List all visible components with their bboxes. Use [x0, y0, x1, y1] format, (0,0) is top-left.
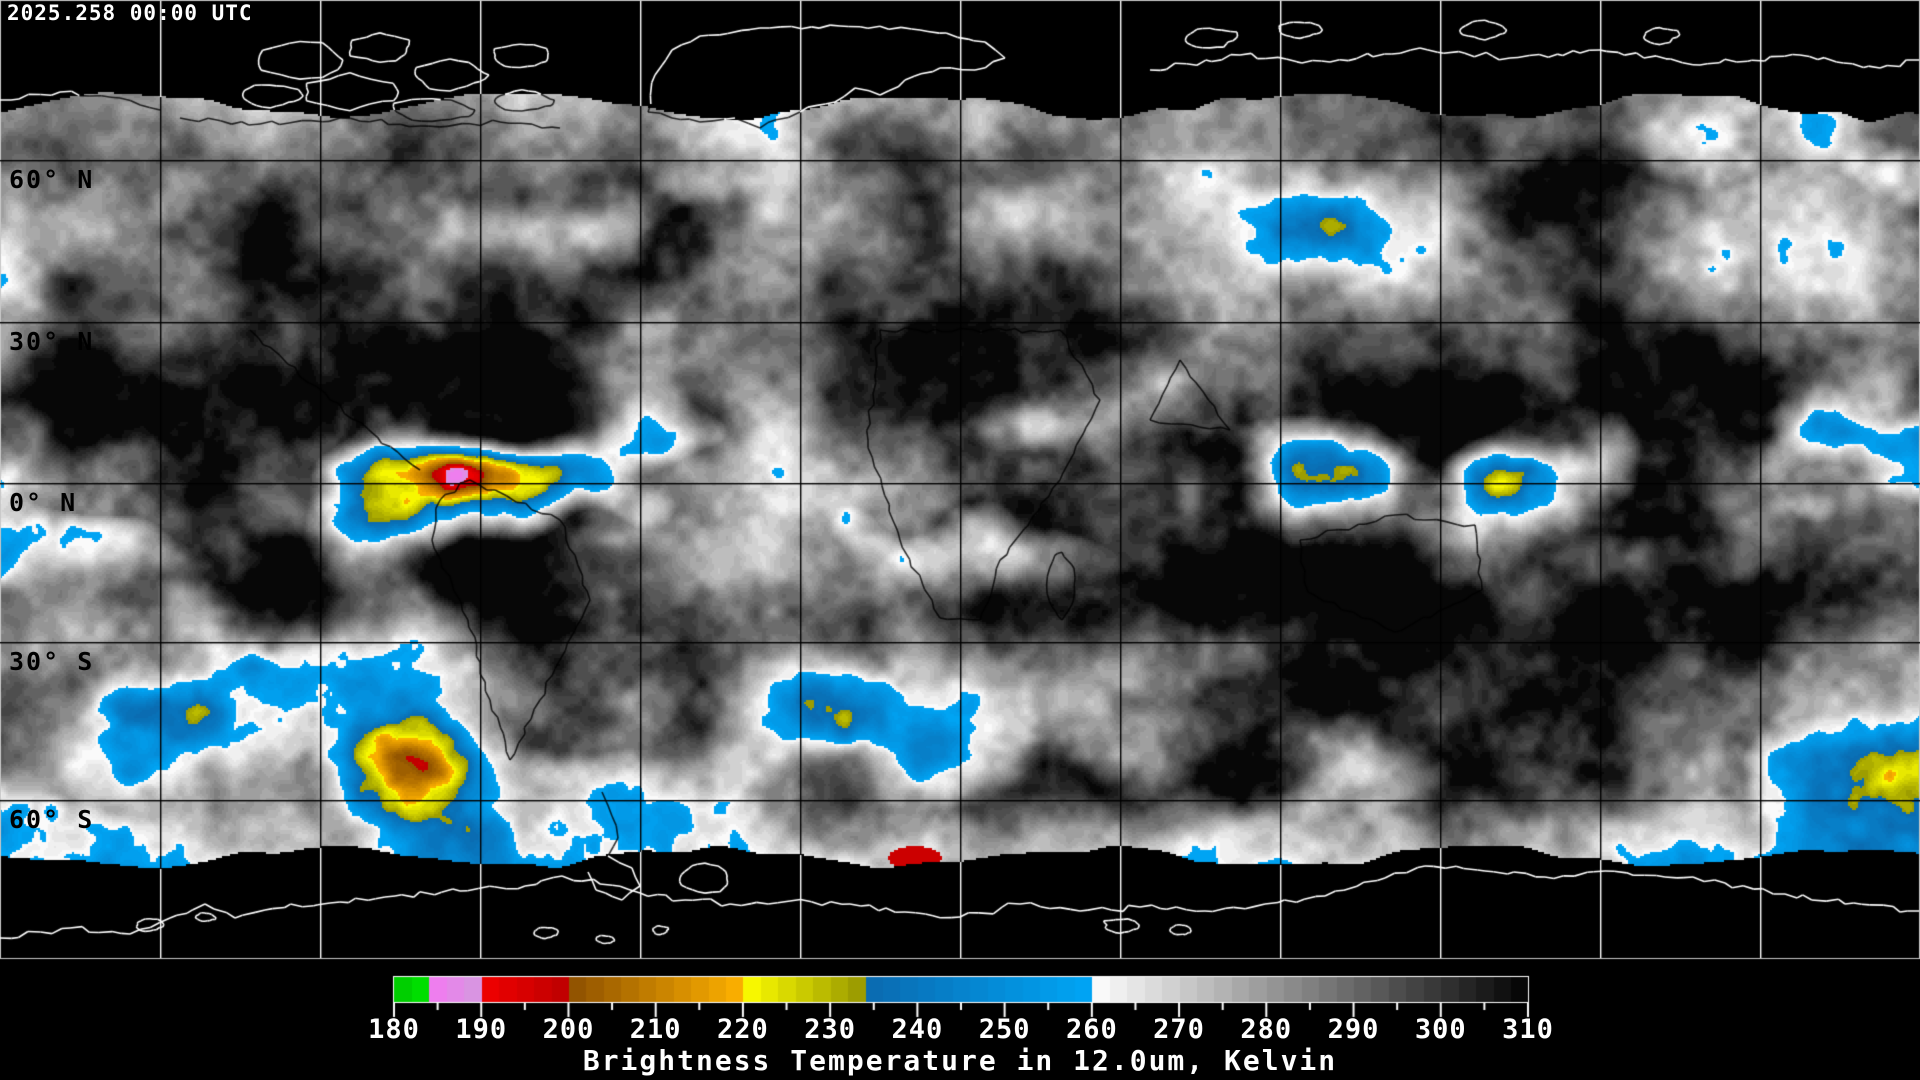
colorbar-tick-label: 280	[1240, 1014, 1293, 1045]
colorbar-tick-label: 300	[1414, 1014, 1467, 1045]
colorbar-tick-label: 240	[891, 1014, 944, 1045]
colorbar-caption: Brightness Temperature in 12.0um, Kelvin	[582, 1044, 1338, 1077]
colorbar-tick-label: 220	[717, 1014, 769, 1045]
colorbar-tick-label: 180	[368, 1014, 420, 1045]
colorbar-tick-label: 270	[1153, 1014, 1205, 1045]
colorbar-tick-label: 290	[1327, 1014, 1380, 1045]
colorbar-tick-label: 260	[1065, 1014, 1118, 1045]
latitude-label: 60° S	[9, 805, 95, 834]
latitude-label: 30° N	[9, 327, 95, 356]
latitude-label: 30° S	[9, 647, 95, 676]
colorbar-tick-label: 200	[542, 1014, 595, 1045]
colorbar-tick-label: 210	[629, 1014, 682, 1045]
colorbar-tick-label: 230	[804, 1014, 857, 1045]
latitude-label: 0° N	[9, 488, 78, 517]
colorbar-tick-label: 310	[1502, 1014, 1554, 1045]
colorbar-tick-label: 250	[978, 1014, 1031, 1045]
colorbar-tick-label: 190	[455, 1014, 508, 1045]
latitude-label: 60° N	[9, 165, 95, 194]
timestamp-label: 2025.258 00:00 UTC	[7, 1, 253, 25]
